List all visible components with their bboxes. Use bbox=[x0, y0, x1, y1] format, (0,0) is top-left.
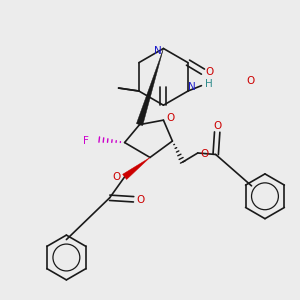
Text: O: O bbox=[200, 149, 208, 159]
Text: N: N bbox=[188, 82, 196, 92]
Text: O: O bbox=[166, 113, 174, 123]
Text: O: O bbox=[213, 121, 221, 130]
Polygon shape bbox=[136, 49, 164, 126]
Text: O: O bbox=[246, 76, 254, 86]
Text: N: N bbox=[154, 46, 162, 56]
Text: O: O bbox=[206, 67, 214, 76]
Text: F: F bbox=[83, 136, 89, 146]
Polygon shape bbox=[123, 158, 150, 179]
Text: H: H bbox=[205, 79, 213, 89]
Text: O: O bbox=[112, 172, 120, 182]
Text: O: O bbox=[136, 195, 144, 205]
